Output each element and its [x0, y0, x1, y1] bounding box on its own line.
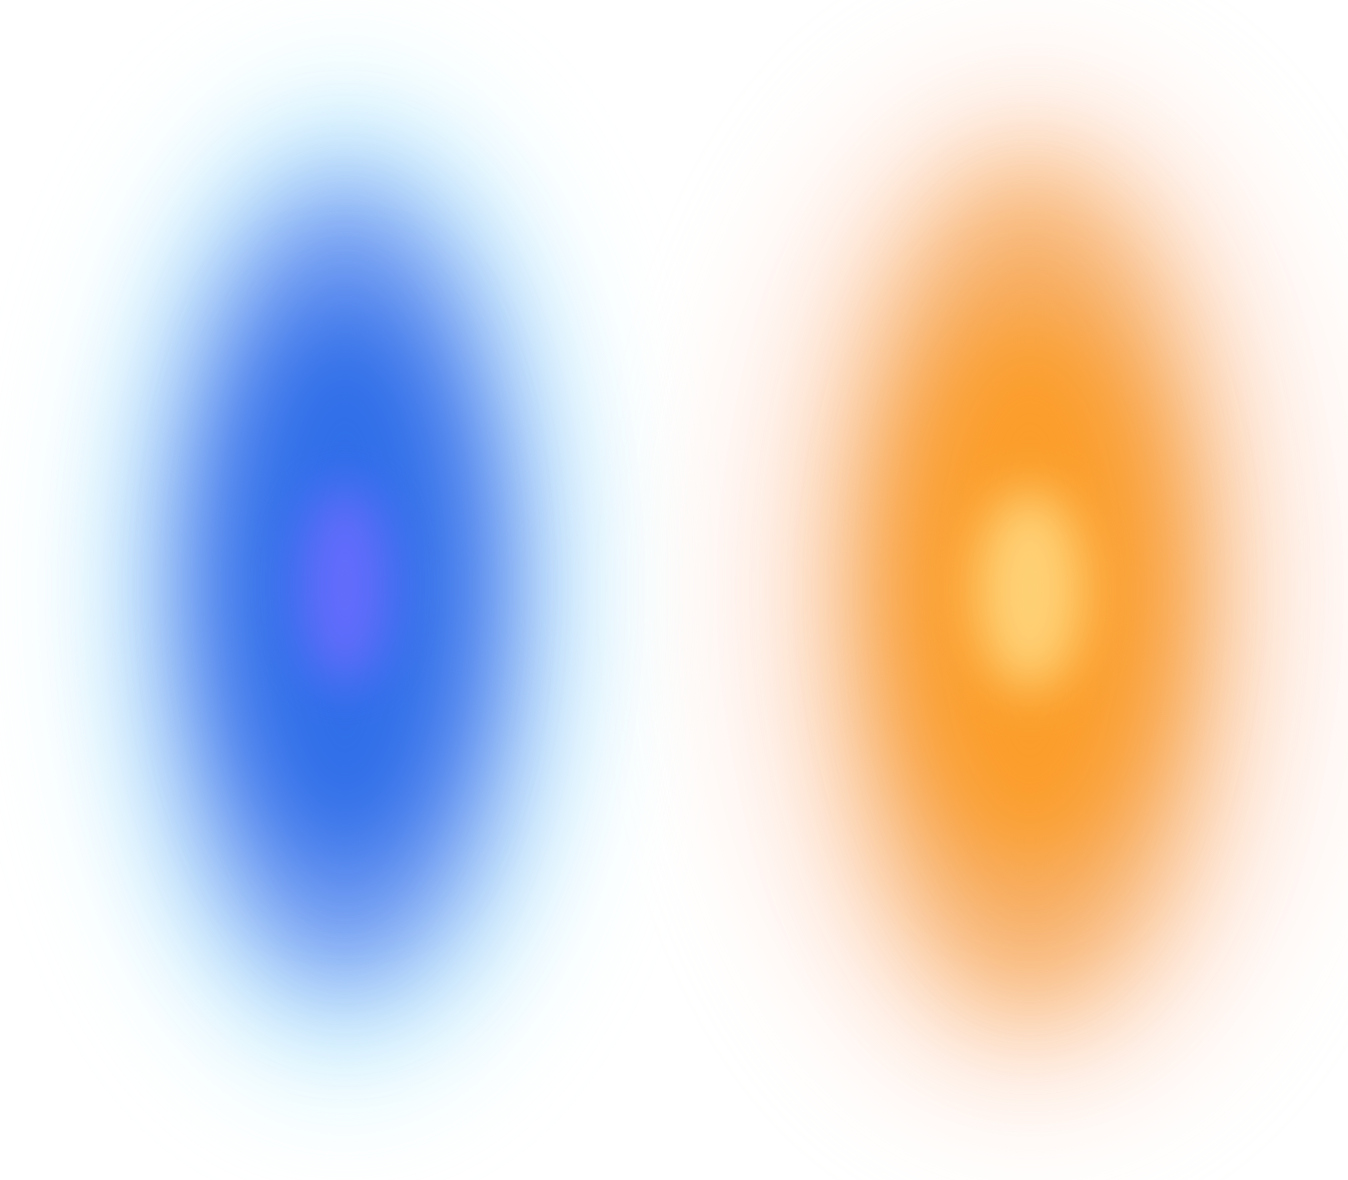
orange-orb-center: [975, 490, 1085, 690]
blue-orb-center: [300, 485, 390, 685]
blue-blurred-orb: [85, 75, 605, 1095]
orange-blurred-orb: [720, 60, 1340, 1120]
